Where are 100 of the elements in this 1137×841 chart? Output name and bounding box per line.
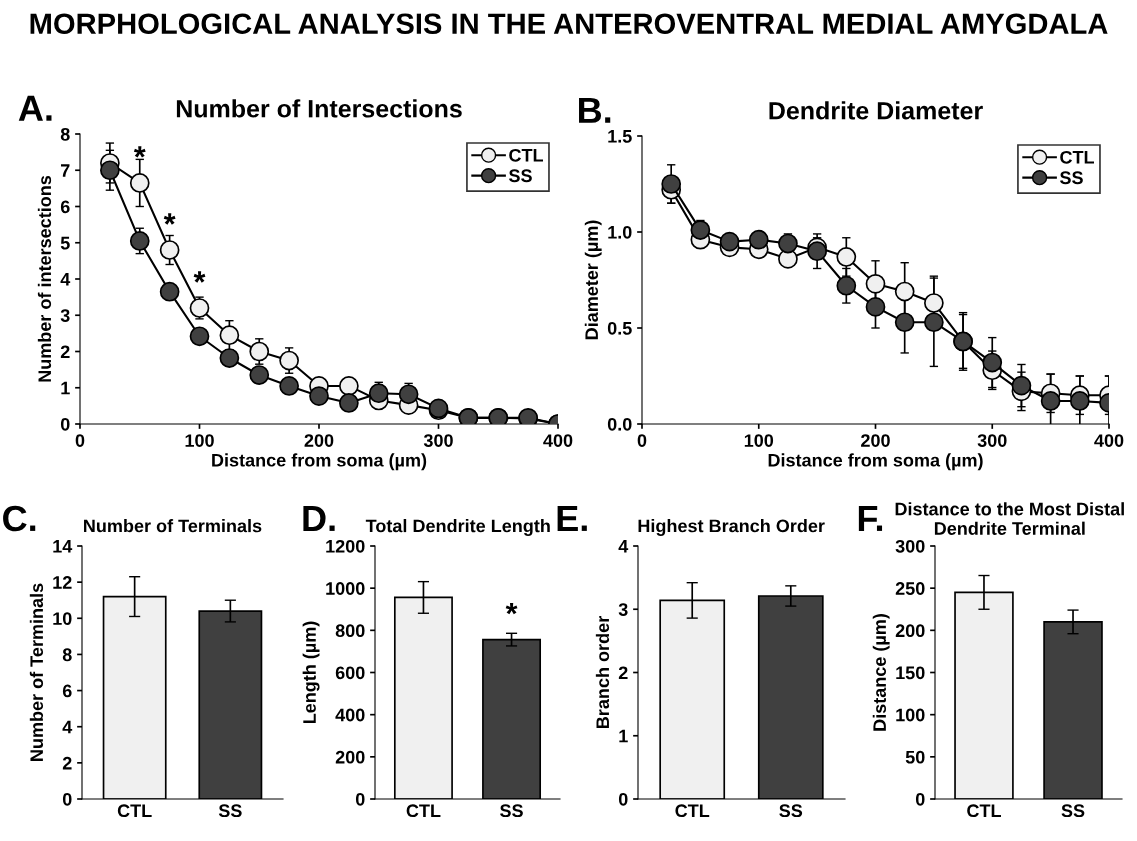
point [189,298,210,318]
text: F. [858,506,883,531]
y-tick-label: 600 [335,666,365,680]
point [100,160,120,181]
point [778,249,798,269]
point [836,275,857,296]
point [129,231,150,251]
y-tick-label: 4 [62,720,73,734]
y-tick-label: 4 [618,540,629,553]
y-tick-label: 200 [895,624,925,638]
y-tick-label: 400 [335,708,365,722]
x-tick-label: SS [779,804,803,818]
y-tick-label: 8 [62,648,72,662]
y-tick-label: 2 [618,666,628,680]
point [249,341,270,362]
y-tick-label: 0.5 [607,321,632,335]
y-tick-label: 10 [53,612,72,626]
point [219,348,240,368]
y-tick-label: 1000 [326,582,365,595]
annotation: * [133,146,146,158]
chart-title: MORPHOLOGICAL ANALYSIS IN THE ANTEROVENTRAL MEDIAL AMYGDALA [30,13,1108,35]
annotation: * [193,271,206,283]
x-tick-label: CTL [967,804,1001,818]
point [865,273,886,294]
point [279,376,299,396]
x-tick-label: SS [500,804,523,818]
point [748,229,769,250]
point [924,312,944,333]
point [339,376,359,396]
y-tick-label: 0 [355,792,365,806]
y-tick-label: 200 [335,750,365,764]
y-tick-label: 1 [619,729,628,743]
y-tick-label: 6 [60,200,70,214]
y-tick-label: 300 [895,539,925,553]
point [719,231,740,252]
point [368,383,389,404]
chart-subtitle: Distance to the Most Distal Dendrite Terminal [895,502,1124,535]
text: A. [18,95,52,121]
point [249,365,270,385]
legend-label: CTL [1060,150,1094,164]
y-tick-label: 1 [61,381,70,395]
point [309,386,329,406]
point [159,240,180,260]
text: C. [3,505,36,532]
x-tick-label: 400 [1094,434,1124,447]
point [1011,375,1032,396]
point [894,281,915,302]
point [661,174,682,194]
chart-subtitle: Total Dendrite Length [365,519,550,536]
x-tick-label: 0 [637,434,647,447]
point [690,220,711,240]
y-tick-label: 100 [896,708,925,722]
y-tick-label: 1.5 [608,130,632,143]
y-tick-label: 150 [896,666,925,680]
y-tick-label: 5 [60,236,70,250]
x-tick-label: 300 [423,434,453,448]
point [924,293,944,313]
y-tick-label: 14 [53,540,73,553]
y-tick-label: 2 [60,345,70,359]
y-tick-label: 1200 [326,539,365,553]
y-tick-label: 0 [915,792,925,806]
point [894,312,915,333]
x-tick-label: CTL [117,804,152,818]
chart-subtitle: Number of Terminals [84,519,262,533]
point [1040,391,1061,411]
y-axis-title: Number of intersections [37,175,52,382]
y-tick-label: 7 [61,164,70,177]
y-axis-title: Distance (µm) [872,614,890,731]
point [982,352,1003,373]
point [865,297,886,317]
y-tick-label: 12 [53,576,72,589]
y-tick-label: 3 [618,603,628,616]
y-tick-label: 2 [62,756,72,770]
point [339,393,359,413]
x-tick-label: CTL [675,804,710,818]
point [836,247,857,267]
x-tick-label: CTL [406,804,441,818]
chart-subtitle: Highest Branch Order [638,519,825,536]
legend-label: CTL [509,148,543,162]
point [189,326,210,347]
point [398,384,419,405]
text: E. [557,506,587,531]
point [219,325,240,346]
x-axis-title: Distance from soma (µm) [212,453,427,471]
annotation: * [505,602,518,615]
y-tick-label: 800 [335,624,365,638]
text: D. [303,506,335,531]
chart-subtitle: Dendrite Diameter [769,101,983,120]
y-tick-label: 8 [60,127,70,141]
y-tick-label: 3 [60,309,70,322]
y-axis-title: Number of Terminals [29,583,44,761]
legend-label: SS [508,169,532,183]
x-axis-title: Distance from soma (µm) [768,453,983,471]
y-tick-label: 6 [62,684,72,698]
text: B. [579,97,611,123]
x-tick-label: 100 [185,434,214,447]
point [279,350,299,371]
x-tick-label: 200 [861,434,890,447]
y-tick-label: 0.0 [607,417,632,431]
y-tick-label: 0 [618,792,628,806]
